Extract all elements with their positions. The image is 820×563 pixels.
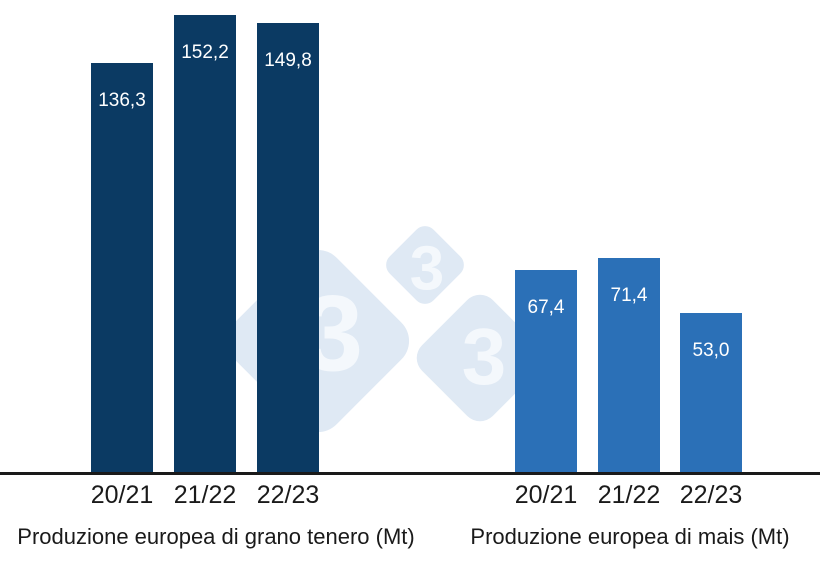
bar-22-23: 53,0 [680,313,742,472]
watermark-digit: 3 [461,311,507,401]
value-label: 152,2 [181,42,229,63]
x-axis-line [0,472,820,475]
tick-label: 22/23 [256,481,320,509]
bar-22-23: 149,8 [257,23,319,472]
value-label: 149,8 [264,50,312,71]
bar-21-22: 152,2 [174,15,236,472]
value-label: 53,0 [692,340,730,361]
value-label: 67,4 [527,297,565,318]
watermark-digit: 3 [409,234,445,304]
caption-grano-tenero: Produzione europea di grano tenero (Mt) [17,524,415,549]
value-label: 136,3 [98,90,146,111]
bar-20-21: 136,3 [91,63,153,472]
tick-label: 20/21 [90,481,154,509]
tick-label: 21/22 [597,481,661,509]
tick-label: 20/21 [514,481,578,509]
tick-label: 21/22 [173,481,237,509]
tick-label: 22/23 [679,481,743,509]
bar-20-21: 67,4 [515,270,577,472]
caption-mais: Produzione europea di mais (Mt) [470,524,790,549]
value-label: 71,4 [610,285,648,306]
bar-21-22: 71,4 [598,258,660,472]
